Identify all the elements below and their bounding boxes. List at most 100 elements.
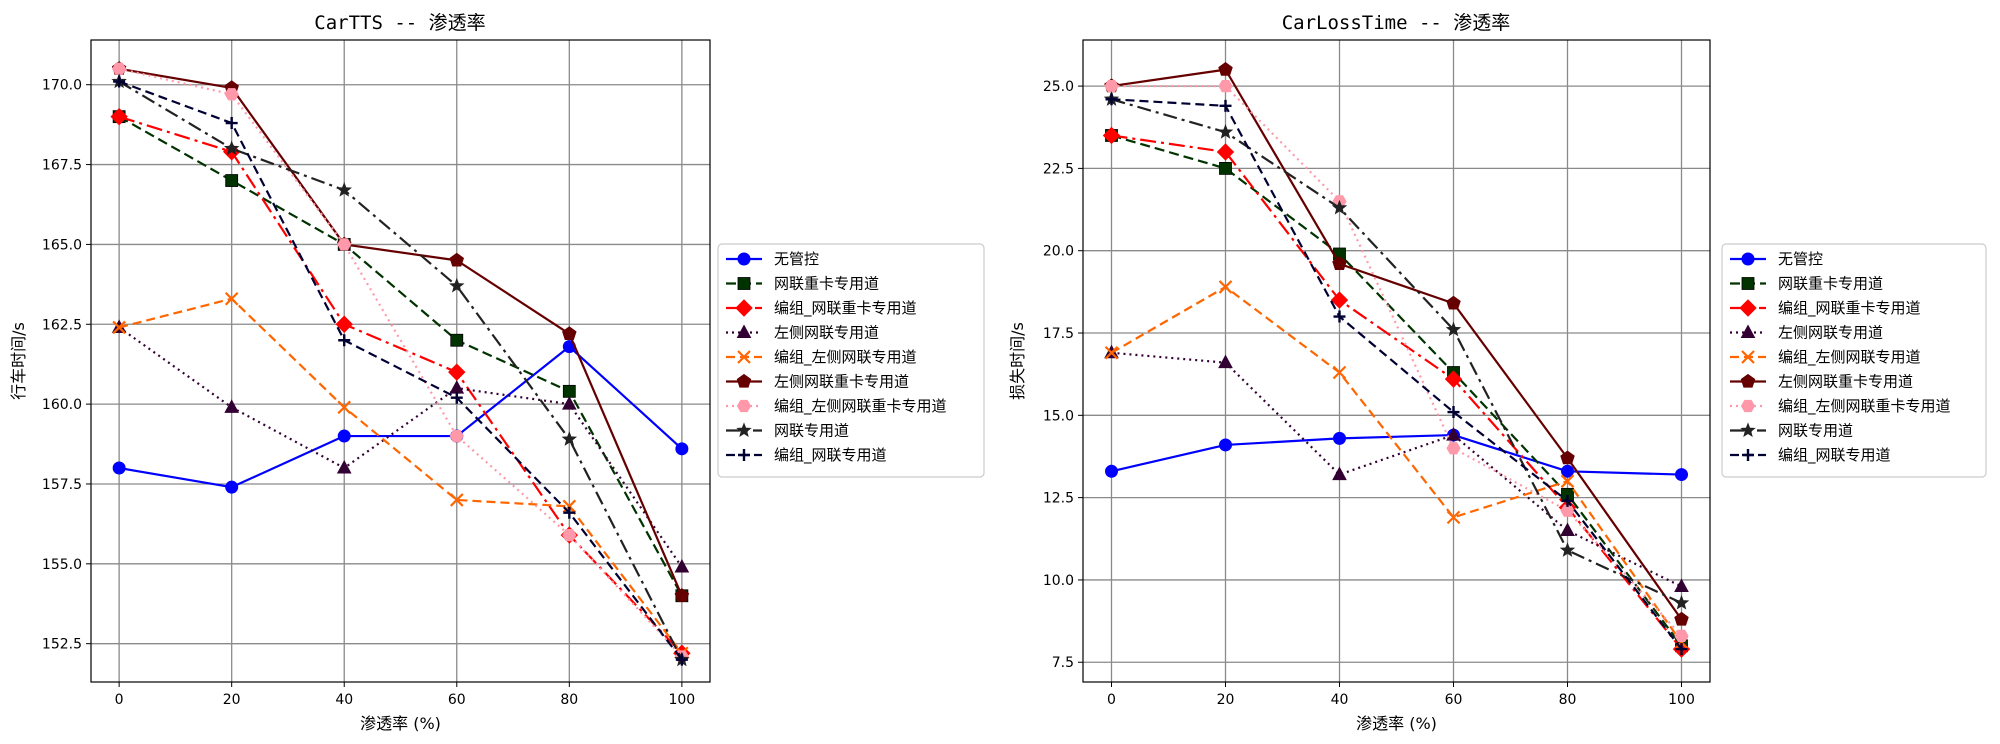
data-point (1560, 474, 1575, 488)
y-tick-label: 152.5 (42, 637, 82, 653)
data-point (1331, 199, 1348, 215)
legend-marker (737, 350, 751, 364)
series-line (1111, 134, 1683, 650)
data-point (1561, 494, 1574, 507)
data-point (1218, 354, 1233, 369)
x-axis-label: 渗透率 (%) (360, 714, 441, 733)
data-point (1673, 594, 1690, 610)
y-tick-label: 170.0 (42, 78, 82, 94)
series-2 (112, 110, 689, 603)
y-tick-label: 10.0 (1043, 573, 1074, 589)
data-point (1674, 611, 1689, 626)
chart-2: 0 20 40 60 80 100 7.5 10.0 12.5 15.0 17.5 20.0 22.5 2… (1008, 12, 1987, 733)
y-axis-label: 损失时间/s (1008, 322, 1027, 400)
legend-marker (735, 299, 753, 317)
series-line (1111, 68, 1683, 621)
x-tick-label: 20 (1217, 692, 1235, 708)
series-9 (1105, 93, 1688, 656)
legend-marker (1742, 449, 1754, 461)
x-tick-label: 80 (1559, 692, 1577, 708)
data-point (338, 334, 351, 347)
data-point (675, 653, 688, 666)
legend-marker (1741, 277, 1755, 290)
legend-label: 网联专用道 (774, 422, 849, 440)
data-point (224, 291, 239, 306)
series-line (118, 67, 683, 597)
data-point (223, 140, 240, 156)
data-point (449, 493, 464, 507)
data-point (1447, 406, 1460, 419)
data-point (110, 107, 128, 126)
legend-label: 左侧网联重卡专用道 (1778, 373, 1913, 391)
data-point (1218, 79, 1233, 93)
legend-marker (737, 252, 751, 266)
x-tick-label: 20 (223, 692, 241, 708)
data-point (1675, 643, 1688, 656)
data-point (1332, 365, 1347, 380)
y-tick-label: 12.5 (1043, 491, 1074, 507)
data-point (112, 461, 126, 475)
x-tick-label: 0 (1107, 692, 1116, 708)
series-line (118, 80, 683, 661)
data-point (224, 88, 239, 101)
legend-label: 编组_左侧网联专用道 (1778, 348, 1921, 367)
data-point (563, 506, 576, 519)
series-line (118, 297, 683, 654)
series-line (118, 67, 683, 658)
data-point (449, 380, 465, 394)
series-line (1111, 98, 1682, 604)
data-point (448, 363, 466, 381)
data-point (562, 384, 576, 398)
legend-marker (736, 399, 752, 413)
data-point (1332, 466, 1347, 481)
data-point (674, 558, 690, 573)
legend-label: 无管控 (774, 250, 819, 268)
data-point (450, 391, 463, 404)
legend: 无管控网联重卡专用道编组_网联重卡专用道左侧网联专用道编组_左侧网联专用道左侧网… (717, 243, 985, 478)
data-point (337, 400, 352, 415)
data-point (225, 117, 238, 130)
data-point (337, 429, 351, 443)
data-point (1675, 468, 1688, 482)
x-tick-label: 40 (1331, 692, 1349, 708)
series-line (118, 115, 683, 597)
data-point (1330, 291, 1349, 309)
legend-label: 网联重卡专用道 (774, 275, 879, 293)
data-point (562, 499, 577, 514)
data-point (1219, 438, 1232, 452)
x-tick-label: 100 (668, 692, 695, 708)
data-point (1104, 79, 1119, 93)
series-line (118, 326, 683, 568)
data-point (1560, 522, 1575, 537)
y-tick-label: 155.0 (42, 557, 82, 573)
legend-label: 编组_网联专用道 (1778, 446, 1891, 465)
data-point (1674, 629, 1689, 643)
data-point (1218, 62, 1233, 76)
series-3 (110, 107, 691, 662)
data-point (1216, 143, 1235, 161)
legend-label: 编组_网联专用道 (774, 446, 887, 465)
legend-label: 编组_左侧网联专用道 (774, 348, 917, 367)
series-line (118, 345, 683, 489)
data-point (1105, 93, 1118, 106)
data-point (1444, 370, 1463, 388)
x-axis-label: 渗透率 (%) (1356, 714, 1437, 733)
legend-marker (1741, 350, 1755, 364)
legend-marker (1740, 373, 1756, 388)
data-point (561, 396, 577, 410)
x-tick-label: 40 (335, 692, 353, 708)
data-point (1559, 542, 1576, 557)
y-tick-label: 22.5 (1043, 161, 1074, 177)
data-point (450, 333, 464, 347)
data-point (336, 182, 352, 197)
series-5 (1104, 280, 1689, 650)
series-1 (1105, 428, 1688, 482)
series-1 (112, 340, 689, 494)
data-point (1104, 345, 1119, 360)
legend-marker (1740, 422, 1756, 438)
legend-label: 左侧网联专用道 (1778, 324, 1883, 342)
chart-title: CarTTS -- 渗透率 (314, 12, 485, 34)
legend-marker (736, 422, 752, 438)
legend-box (717, 243, 985, 478)
series-7 (1104, 79, 1689, 643)
